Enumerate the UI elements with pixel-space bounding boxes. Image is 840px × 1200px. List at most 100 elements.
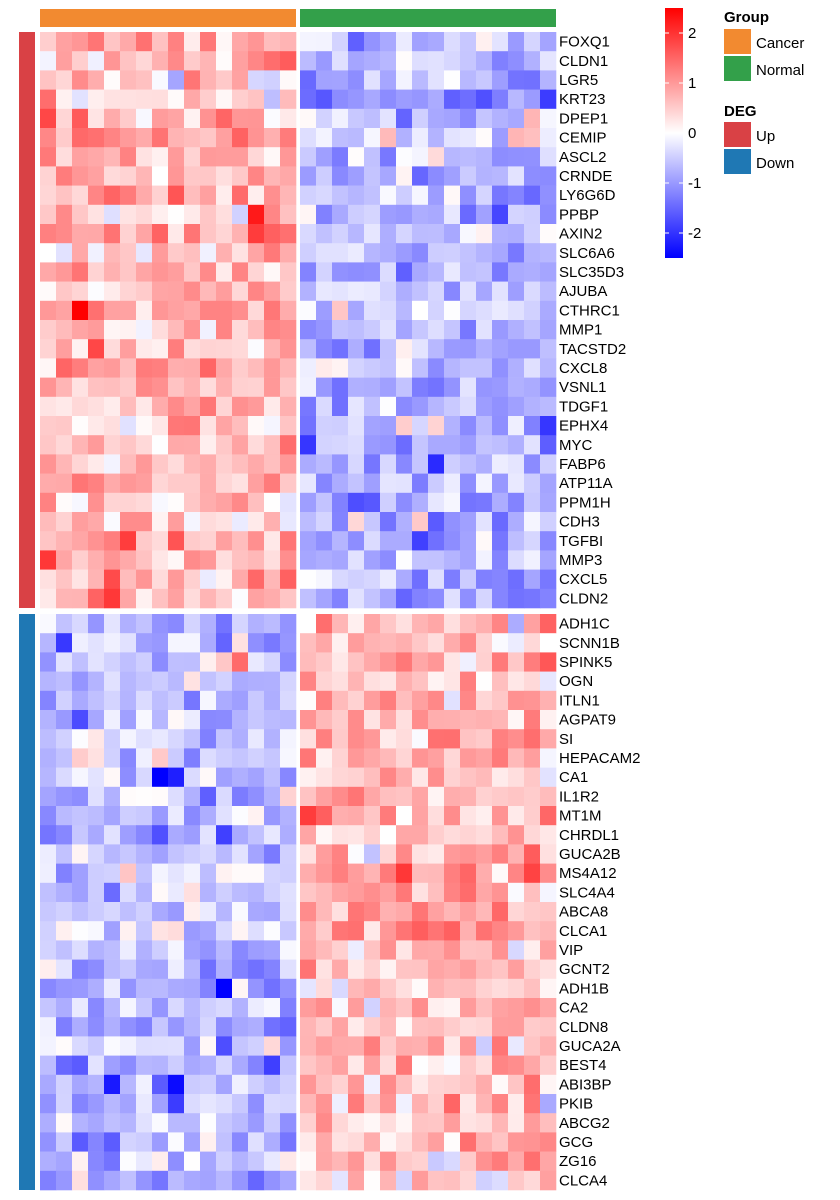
heatmap-cell (332, 1017, 349, 1037)
heatmap-cell (104, 416, 121, 436)
heatmap-cell (248, 786, 265, 807)
heatmap-cell (316, 940, 333, 960)
heatmap-cell (460, 454, 477, 474)
heatmap-cell (332, 978, 349, 999)
heatmap-cell (380, 786, 397, 807)
heatmap-cell (444, 786, 461, 807)
heatmap-cell (300, 416, 317, 436)
heatmap-cell (104, 671, 121, 692)
heatmap-cell (280, 569, 297, 590)
heatmap-cell (508, 902, 525, 922)
heatmap-cell (396, 863, 413, 884)
heatmap-cell (88, 128, 105, 148)
heatmap-cell (120, 1132, 137, 1152)
heatmap-cell (460, 588, 477, 609)
heatmap-cell (104, 435, 121, 455)
gene-label: ATP11A (559, 475, 613, 492)
heatmap-cell (168, 1036, 185, 1056)
heatmap-cell (428, 1113, 445, 1133)
heatmap-cell (264, 729, 281, 749)
heatmap-cell (120, 224, 137, 244)
heatmap-cell (300, 633, 317, 653)
heatmap-cell (152, 377, 169, 398)
heatmap-cell (540, 32, 557, 52)
heatmap-cell (412, 262, 429, 282)
heatmap-cell (136, 959, 153, 980)
heatmap-cell (120, 690, 137, 711)
heatmap-cell (540, 671, 557, 692)
heatmap-cell (508, 243, 525, 263)
heatmap-cell (460, 748, 477, 768)
heatmap-cell (540, 978, 557, 999)
heatmap-cell (168, 243, 185, 263)
heatmap-cell (40, 204, 57, 225)
heatmap-cell (380, 70, 397, 90)
heatmap-cell (444, 1094, 461, 1114)
heatmap-cell (104, 1036, 121, 1056)
heatmap-cell (56, 243, 73, 263)
heatmap-cell (200, 185, 217, 206)
heatmap-cell (364, 204, 381, 225)
heatmap-cell (40, 882, 57, 903)
heatmap-cell (248, 262, 265, 282)
heatmap-cell (168, 166, 185, 186)
heatmap-cell (264, 243, 281, 263)
heatmap-cell (460, 1055, 477, 1076)
heatmap-cell (380, 767, 397, 788)
heatmap-cell (168, 921, 185, 941)
gene-label: ITLN1 (559, 692, 600, 709)
heatmap-cell (332, 320, 349, 340)
heatmap-cell (120, 281, 137, 302)
heatmap-cell (332, 300, 349, 321)
heatmap-cell (348, 1113, 365, 1133)
heatmap-cell (120, 531, 137, 551)
heatmap-cell (184, 51, 201, 71)
heatmap-cell (72, 128, 89, 148)
heatmap-cell (524, 377, 541, 398)
heatmap-cell (332, 262, 349, 282)
heatmap-cell (380, 1017, 397, 1037)
heatmap-cell (120, 1113, 137, 1133)
heatmap-cell (380, 1170, 397, 1191)
heatmap-cell (88, 806, 105, 826)
heatmap-cell (104, 204, 121, 225)
gene-label: ADH1B (559, 980, 609, 997)
heatmap-cell (316, 70, 333, 90)
heatmap-cell (88, 1170, 105, 1191)
heatmap-cell (300, 262, 317, 282)
heatmap-cell (72, 614, 89, 634)
heatmap-cell (540, 767, 557, 788)
heatmap-cell (136, 128, 153, 148)
heatmap-cell (200, 652, 217, 672)
heatmap-cell (200, 1113, 217, 1133)
heatmap-cell (168, 1017, 185, 1037)
heatmap-cell (88, 147, 105, 167)
heatmap-cell (280, 978, 297, 999)
heatmap-cell (300, 1074, 317, 1095)
heatmap-cell (444, 377, 461, 398)
heatmap-cell (120, 32, 137, 52)
heatmap-cell (280, 281, 297, 302)
heatmap-cell (152, 652, 169, 672)
heatmap-cell (444, 882, 461, 903)
heatmap-cell (152, 786, 169, 807)
heatmap-cell (492, 224, 509, 244)
heatmap-cell (524, 569, 541, 590)
heatmap-cell (264, 652, 281, 672)
heatmap-cell (300, 320, 317, 340)
heatmap-cell (412, 786, 429, 807)
heatmap-cell (184, 89, 201, 110)
heatmap-cell (412, 416, 429, 436)
heatmap-cell (348, 998, 365, 1018)
gene-label: CXCL8 (559, 360, 607, 377)
heatmap-cell (492, 1094, 509, 1114)
gene-label: LY6G6D (559, 187, 616, 204)
heatmap-cell (396, 128, 413, 148)
heatmap-cell (444, 614, 461, 634)
heatmap-cell (280, 147, 297, 167)
heatmap-cell (524, 767, 541, 788)
heatmap-cell (316, 1055, 333, 1076)
heatmap-cell (40, 767, 57, 788)
heatmap-cell (136, 454, 153, 474)
heatmap-cell (264, 70, 281, 90)
